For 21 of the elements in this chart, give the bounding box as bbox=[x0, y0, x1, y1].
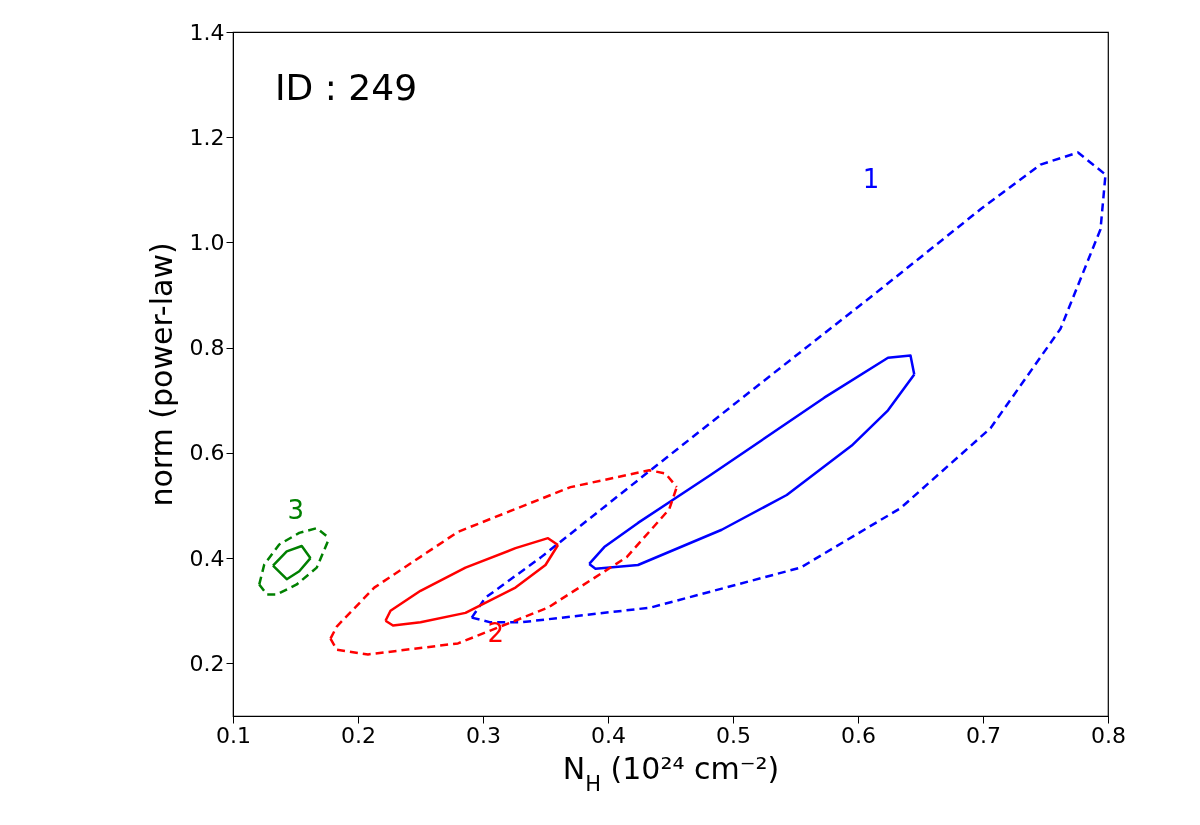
x-tick-label: 0.7 bbox=[966, 722, 1001, 748]
y-tick-label: 0.6 bbox=[189, 440, 225, 466]
series-label: 3 bbox=[287, 494, 304, 525]
text: 1 bbox=[862, 164, 880, 195]
x-tick-label: 0.3 bbox=[466, 722, 501, 748]
x-tick-label: 0.1 bbox=[216, 722, 251, 748]
y-tick-label: 1.2 bbox=[189, 124, 225, 150]
y-tick-label: 0.8 bbox=[189, 335, 225, 361]
x-tick-label: 0.4 bbox=[591, 722, 626, 748]
text: 2 bbox=[487, 618, 504, 649]
x-tick-label: 0.5 bbox=[716, 722, 751, 748]
y-tick-label: 1.0 bbox=[189, 229, 225, 255]
y-tick-label: 0.4 bbox=[189, 545, 225, 571]
y-axis-title: norm (power-law) bbox=[143, 242, 179, 507]
x-tick-label: 0.2 bbox=[341, 722, 376, 748]
y-tick-label: 0.2 bbox=[189, 650, 225, 676]
annotation: ID : 249 bbox=[275, 67, 418, 108]
x-tick-label: 0.8 bbox=[1091, 722, 1126, 748]
x-axis-title: N$_{H}$ (10²⁴ cm⁻²) bbox=[562, 750, 780, 796]
x-tick-label: 0.6 bbox=[841, 722, 876, 748]
y-tick-label: 1.4 bbox=[189, 19, 225, 45]
